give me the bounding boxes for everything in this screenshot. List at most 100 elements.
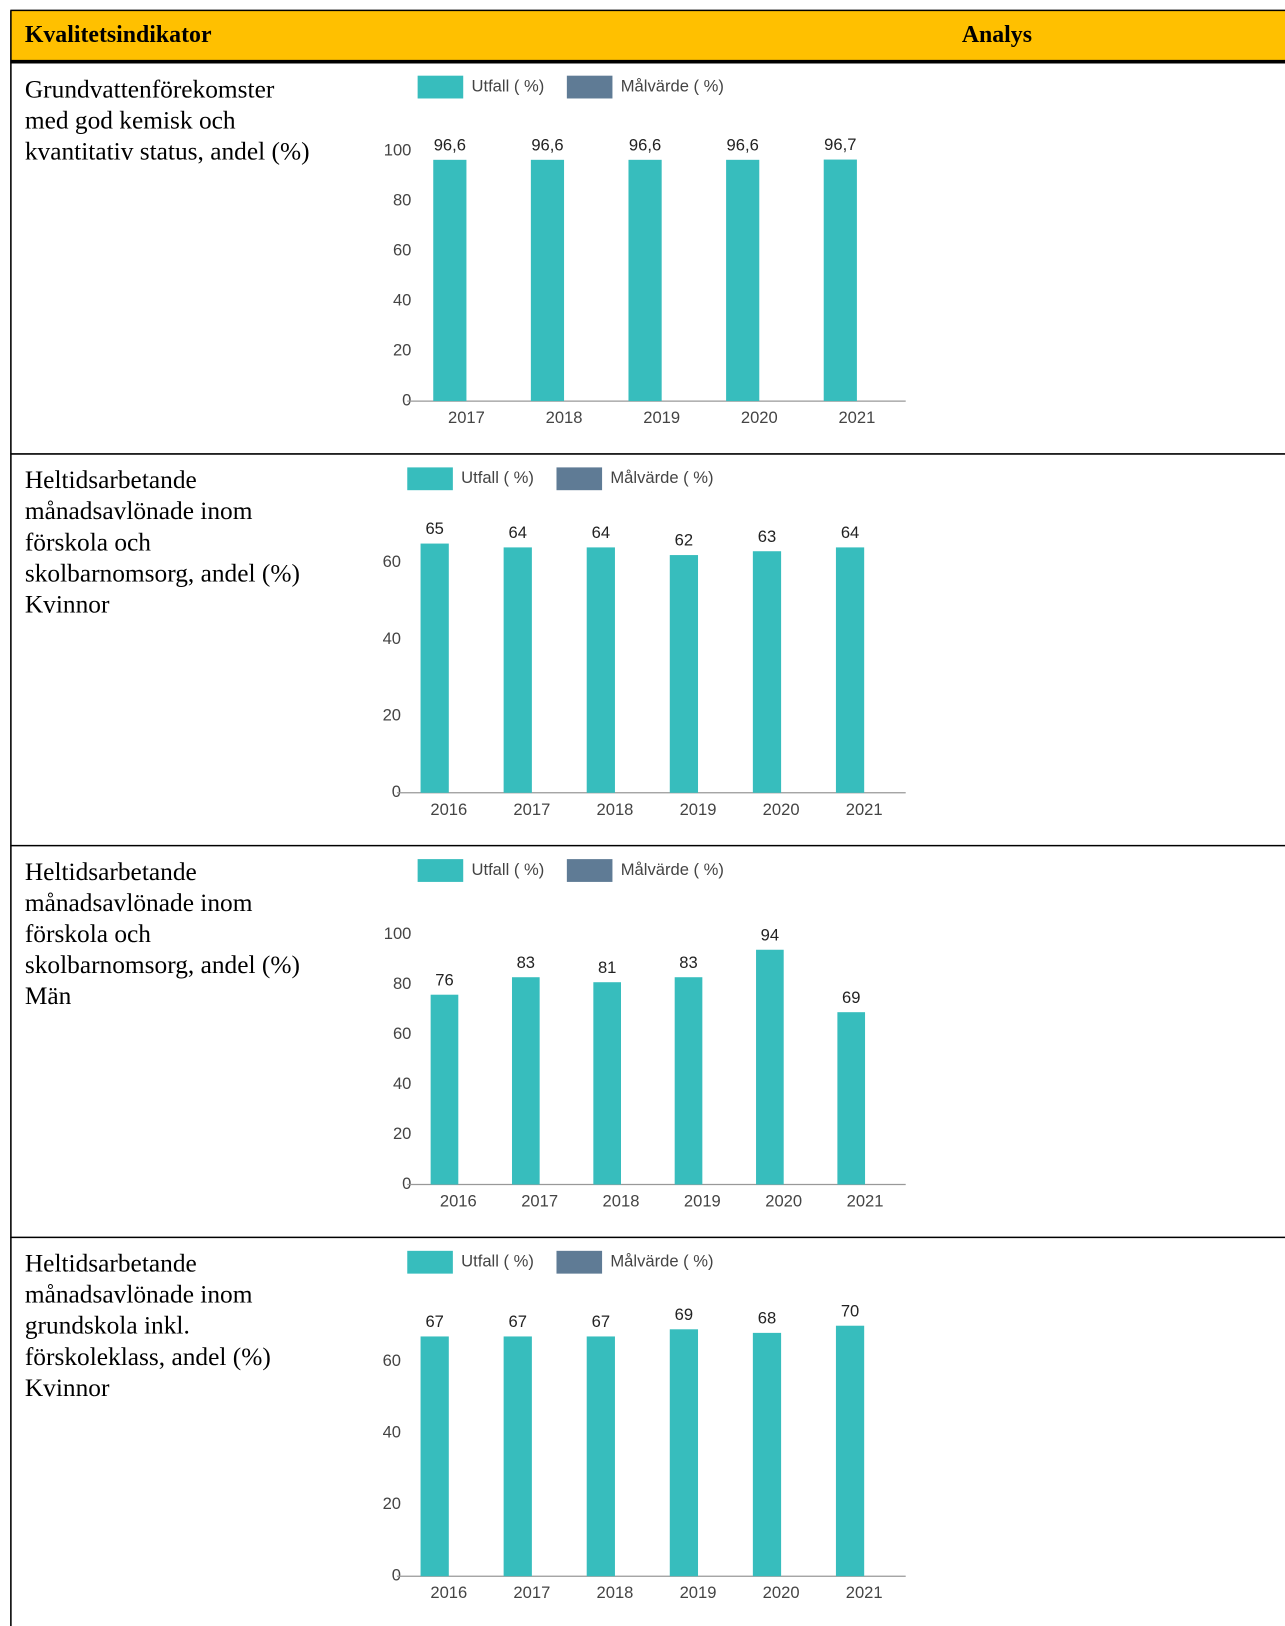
legend-swatch bbox=[407, 1250, 453, 1274]
bar bbox=[752, 1332, 782, 1577]
x-tick-label: 2020 bbox=[741, 408, 778, 427]
row-label: grundskola inkl. bbox=[25, 1312, 190, 1340]
row-label: Män bbox=[25, 982, 72, 1010]
bar bbox=[823, 159, 857, 402]
x-tick-label: 2019 bbox=[643, 408, 680, 427]
data-label: 68 bbox=[758, 1309, 776, 1328]
legend-label: Målvärde ( %) bbox=[610, 468, 713, 487]
x-tick-label: 2017 bbox=[513, 1583, 550, 1602]
y-tick-label: 40 bbox=[383, 1422, 401, 1441]
y-tick-label: 60 bbox=[393, 241, 411, 260]
x-tick-label: 2021 bbox=[838, 408, 875, 427]
bar bbox=[726, 159, 760, 402]
bar bbox=[503, 1336, 532, 1577]
legend-swatch bbox=[417, 859, 464, 882]
y-tick-label: 60 bbox=[383, 552, 401, 571]
x-tick-label: 2017 bbox=[448, 408, 485, 427]
header-cell: Kvalitetsindikator bbox=[25, 22, 212, 48]
bar bbox=[593, 982, 621, 1185]
bar bbox=[503, 547, 532, 793]
data-label: 81 bbox=[598, 958, 616, 977]
legend-label: Målvärde ( %) bbox=[621, 860, 724, 879]
data-label: 94 bbox=[761, 925, 779, 944]
legend-label: Målvärde ( %) bbox=[621, 76, 724, 95]
x-tick-label: 2018 bbox=[597, 1583, 634, 1602]
row-label: skolbarnomsorg, andel (%) bbox=[25, 951, 300, 979]
y-tick-label: 60 bbox=[393, 1024, 411, 1043]
bar bbox=[835, 547, 865, 793]
bar bbox=[530, 159, 565, 402]
bar bbox=[628, 159, 662, 402]
x-tick-label: 2016 bbox=[440, 1192, 477, 1211]
data-label: 83 bbox=[679, 953, 697, 972]
row-label: kvantitativ status, andel (%) bbox=[25, 138, 310, 166]
row-label: förskola och bbox=[25, 528, 151, 556]
x-tick-label: 2020 bbox=[763, 800, 800, 819]
data-label: 65 bbox=[425, 519, 443, 538]
row-label: förskola och bbox=[25, 920, 151, 948]
data-label: 67 bbox=[425, 1312, 443, 1331]
bar bbox=[420, 543, 449, 793]
x-tick-label: 2017 bbox=[521, 1192, 558, 1211]
y-tick-label: 40 bbox=[383, 629, 401, 648]
legend-label: Utfall ( %) bbox=[472, 860, 545, 879]
bar bbox=[430, 994, 459, 1185]
y-tick-label: 20 bbox=[393, 341, 411, 360]
data-label: 69 bbox=[842, 988, 860, 1007]
bar bbox=[433, 159, 467, 402]
x-tick-label: 2019 bbox=[680, 1583, 717, 1602]
data-label: 83 bbox=[517, 953, 535, 972]
bar bbox=[586, 547, 615, 793]
header-cell: Analys bbox=[962, 22, 1032, 48]
row-label: Kvinnor bbox=[25, 590, 110, 618]
data-label: 67 bbox=[592, 1312, 610, 1331]
row-label: skolbarnomsorg, andel (%) bbox=[25, 559, 300, 587]
row-label: månadsavlönade inom bbox=[25, 497, 253, 525]
data-label: 96,7 bbox=[824, 135, 856, 154]
legend-swatch bbox=[417, 75, 464, 99]
x-tick-label: 2016 bbox=[430, 800, 467, 819]
y-tick-label: 40 bbox=[393, 291, 411, 310]
y-tick-label: 80 bbox=[393, 191, 411, 210]
data-label: 64 bbox=[592, 523, 610, 542]
legend-swatch bbox=[566, 75, 613, 99]
row-label: Heltidsarbetande bbox=[25, 466, 197, 494]
legend-swatch bbox=[556, 467, 603, 491]
data-label: 70 bbox=[841, 1301, 859, 1320]
bar bbox=[756, 949, 784, 1185]
x-tick-label: 2019 bbox=[684, 1192, 721, 1211]
y-tick-label: 20 bbox=[393, 1124, 411, 1143]
x-tick-label: 2021 bbox=[846, 1583, 883, 1602]
y-tick-label: 0 bbox=[402, 1174, 411, 1193]
x-tick-label: 2018 bbox=[546, 408, 583, 427]
legend-label: Utfall ( %) bbox=[461, 1252, 534, 1271]
bar bbox=[835, 1325, 865, 1577]
row-label: Grundvattenförekomster bbox=[25, 75, 275, 103]
y-tick-label: 0 bbox=[392, 1566, 401, 1585]
bar bbox=[674, 977, 703, 1185]
y-tick-label: 100 bbox=[384, 924, 412, 943]
x-tick-label: 2021 bbox=[847, 1192, 884, 1211]
row-label: förskoleklass, andel (%) bbox=[25, 1343, 271, 1371]
bar bbox=[837, 1012, 866, 1185]
legend-label: Utfall ( %) bbox=[461, 468, 534, 487]
row-label: Heltidsarbetande bbox=[25, 1250, 197, 1278]
data-label: 67 bbox=[509, 1312, 527, 1331]
legend-label: Målvärde ( %) bbox=[610, 1252, 713, 1271]
x-tick-label: 2018 bbox=[603, 1192, 640, 1211]
row-label: Kvinnor bbox=[25, 1374, 110, 1402]
data-label: 62 bbox=[675, 531, 693, 550]
legend-label: Utfall ( %) bbox=[472, 76, 545, 95]
data-label: 96,6 bbox=[434, 135, 466, 154]
row-label: månadsavlönade inom bbox=[25, 889, 253, 917]
y-tick-label: 60 bbox=[383, 1351, 401, 1370]
header-bar bbox=[10, 10, 1285, 61]
data-label: 96,6 bbox=[727, 135, 759, 154]
x-tick-label: 2016 bbox=[430, 1583, 467, 1602]
data-label: 64 bbox=[509, 523, 527, 542]
y-tick-label: 100 bbox=[384, 141, 412, 160]
bar bbox=[752, 551, 782, 793]
data-label: 96,6 bbox=[531, 135, 563, 154]
